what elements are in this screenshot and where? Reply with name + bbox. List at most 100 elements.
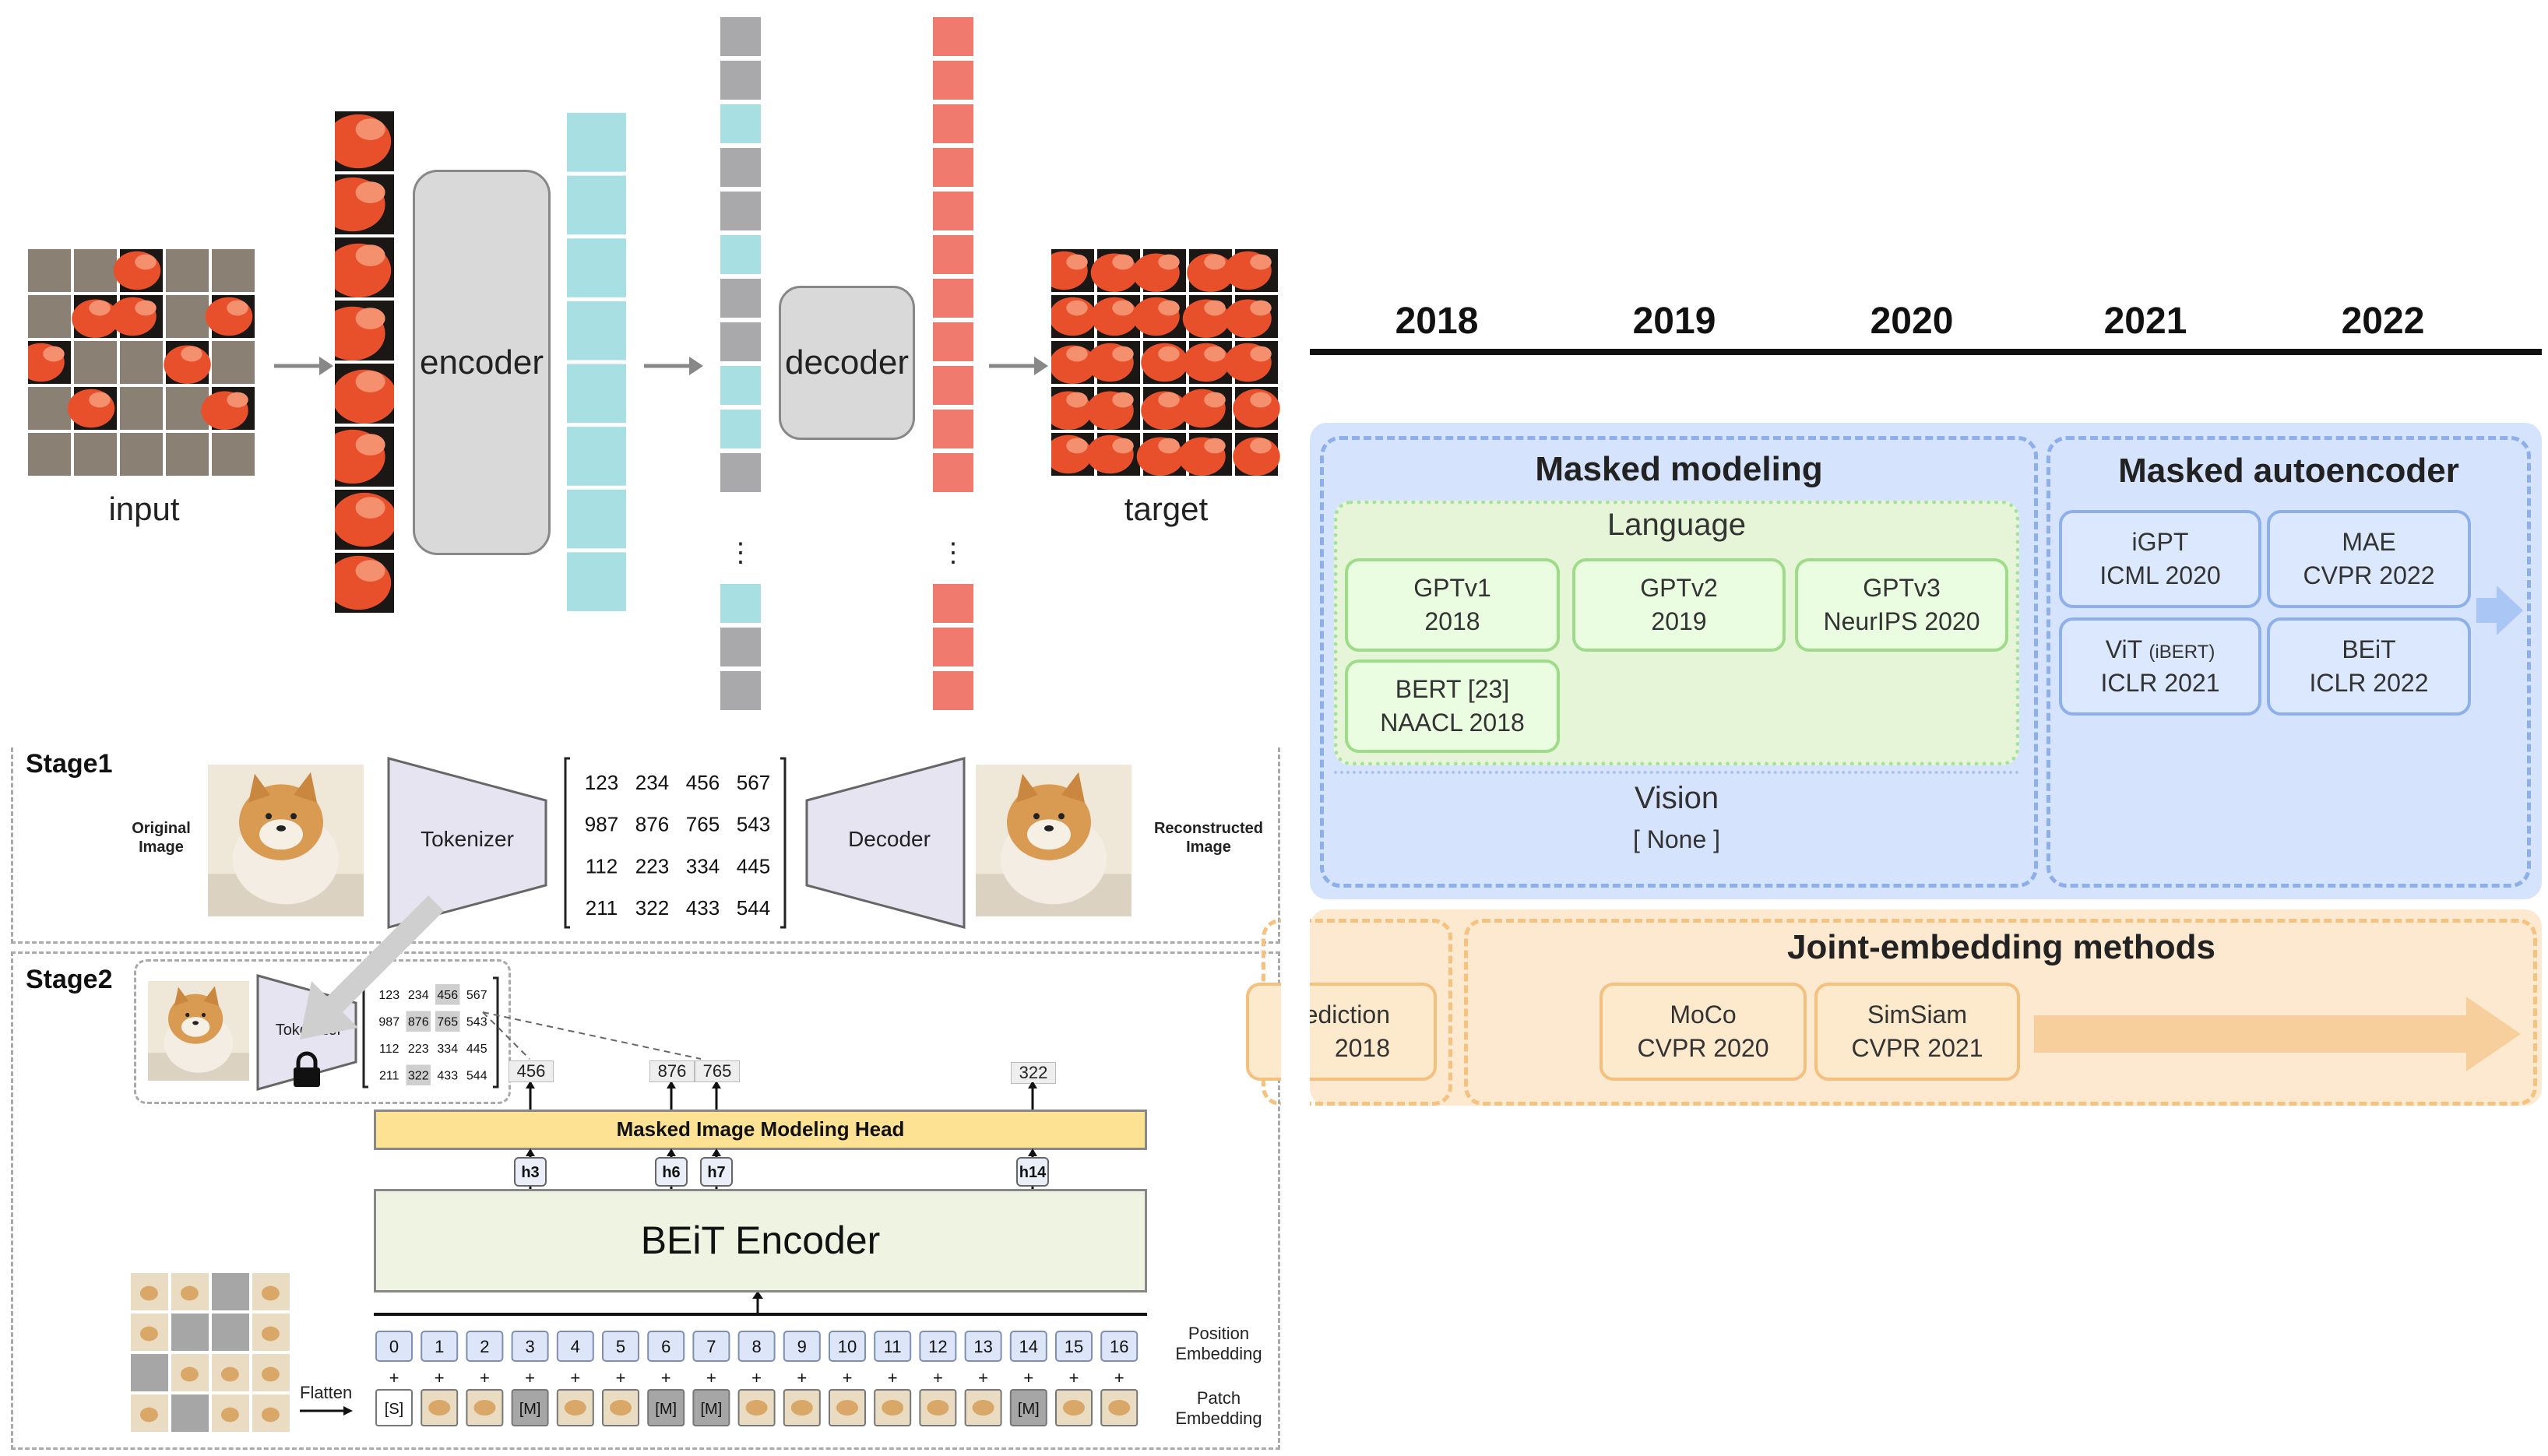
stage2-token-matrix: 123 234 456 567 987 876 765 543 112 223 334 445 211 3… — [361, 975, 501, 1090]
patch-shape — [927, 1400, 949, 1416]
masked-patch — [171, 1314, 209, 1351]
patch-shape — [261, 1285, 280, 1301]
patch-highlight — [1158, 300, 1180, 316]
ellipsis-1: ⋮ — [727, 538, 754, 568]
token-value: 445 — [466, 1043, 487, 1056]
patch-highlight — [1158, 392, 1180, 408]
position-number: 9 — [797, 1337, 807, 1356]
patch-highlight — [355, 371, 385, 392]
patch-highlight — [1066, 392, 1088, 408]
arrow-head-icon — [667, 1082, 676, 1088]
token-value: 456 — [686, 771, 720, 794]
output-token — [933, 17, 973, 56]
token-highlight — [406, 1011, 431, 1032]
arrow-head-icon — [526, 1082, 535, 1088]
position-box — [692, 1331, 730, 1362]
plus-sign: + — [661, 1368, 671, 1387]
arrow-head-icon — [1028, 1082, 1037, 1088]
year-label: 2021 — [2103, 301, 2187, 342]
dog-ear — [248, 773, 270, 803]
method-card-moco: MoCo CVPR 2020 — [1600, 983, 1807, 1081]
patch-highlight — [1112, 392, 1134, 408]
token-value: 445 — [737, 854, 770, 877]
position-number: 4 — [571, 1337, 580, 1356]
encoded-token — [720, 410, 761, 448]
token-value: 543 — [466, 1015, 487, 1029]
hidden-state-box — [1016, 1157, 1049, 1187]
vision-none: [ None ] — [1632, 825, 1721, 853]
encoded-token — [567, 489, 626, 549]
patch-highlight — [1158, 346, 1180, 362]
arrow-right-icon — [644, 357, 703, 375]
predicted-token: 456 — [509, 1060, 554, 1082]
position-box — [964, 1331, 1002, 1362]
dog-ear — [294, 772, 317, 803]
dog-eye — [185, 1012, 190, 1018]
method-venue: CVPR 2022 — [2303, 561, 2435, 589]
patch-highlight — [1204, 392, 1226, 408]
token-value: 456 — [437, 989, 458, 1002]
patch-shape — [1063, 1400, 1085, 1416]
token-value: 112 — [379, 1043, 399, 1056]
input-masked-grid — [17, 249, 258, 479]
stage2-tokenizer-group — [134, 959, 511, 1104]
patch-highlight — [1066, 346, 1088, 362]
output-token — [933, 104, 973, 143]
plus-sign: + — [389, 1368, 399, 1387]
decoder-label: decoder — [784, 343, 909, 382]
token-label: [M] — [519, 1401, 541, 1418]
flatten-label: Flatten — [300, 1383, 353, 1402]
matrix-bracket — [493, 976, 499, 1088]
patch-shape — [261, 1366, 280, 1382]
beit-encoder-label: BEiT Encoder — [640, 1218, 881, 1262]
method-card-gptv2: GPTv2 2019 — [1572, 558, 1786, 652]
decoder-block: decoder — [779, 286, 915, 440]
mim-head: Masked Image Modeling Head — [374, 1110, 1147, 1150]
arrow-head-icon — [712, 1148, 721, 1156]
reconstructed-image-label: Reconstructed Image — [1153, 820, 1264, 856]
hidden-state-label: h6 — [662, 1164, 680, 1181]
dog-muzzle — [259, 819, 303, 850]
matrix-bracket — [564, 757, 570, 929]
method-name: iGPT — [2131, 527, 2189, 556]
plus-sign: + — [888, 1368, 898, 1387]
patch-shape — [972, 1400, 994, 1416]
encoder-block: encoder — [413, 170, 551, 555]
reconstructed-doge-image — [976, 765, 1131, 916]
method-card-simsiam: SimSiam CVPR 2021 — [1814, 983, 2020, 1081]
output-token — [933, 366, 973, 405]
stage2-doge-image — [148, 981, 249, 1081]
encoder-label: encoder — [419, 343, 544, 382]
patch-shape — [882, 1400, 904, 1416]
method-name: ViT — [2105, 635, 2142, 663]
patch-shape — [745, 1400, 768, 1416]
patch-shape — [473, 1400, 496, 1416]
method-venue: 2019 — [1651, 607, 1707, 635]
encoded-token — [567, 364, 626, 424]
plus-sign: + — [480, 1368, 490, 1387]
method-venue: CVPR 2020 — [1637, 1034, 1769, 1062]
token-value: 123 — [378, 989, 399, 1002]
mae-diagram: input encoder ⋮ decoder ⋮ targe — [0, 0, 1308, 724]
stage1-label: Stage1 — [26, 749, 113, 779]
embedding-rows: 0 + [S] 1 +2 +3 + [M] 4 +5 +6 + [M] 7 + [M] 8 +9 +10 +11 +12… — [370, 1328, 1149, 1437]
position-box — [919, 1331, 957, 1362]
mask-token — [647, 1389, 685, 1426]
plus-sign: + — [843, 1368, 853, 1387]
position-number: 3 — [525, 1337, 534, 1356]
patch-highlight — [181, 346, 202, 362]
patch-highlight — [1066, 300, 1088, 316]
special-token — [375, 1389, 413, 1426]
patch-shape — [1108, 1400, 1131, 1416]
target-label: target — [1124, 491, 1209, 527]
token-label: [S] — [385, 1401, 403, 1418]
arrow-head-icon — [712, 1082, 721, 1088]
masked-patch — [74, 433, 117, 476]
token-value: 223 — [635, 854, 669, 877]
year-label: 2022 — [2341, 301, 2425, 342]
source-patch-grid — [131, 1273, 296, 1437]
output-token — [933, 628, 973, 666]
method-name: rediction — [1296, 1000, 1390, 1029]
decoder-trapezoid — [805, 757, 966, 929]
method-venue: ICLR 2021 — [2100, 669, 2220, 697]
